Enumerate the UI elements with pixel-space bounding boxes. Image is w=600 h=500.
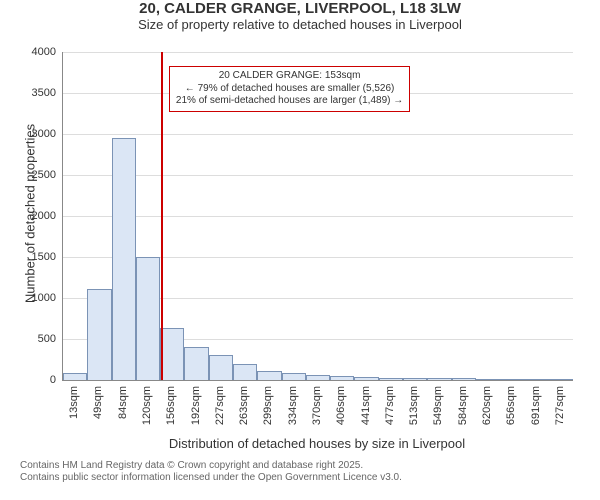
bar bbox=[476, 379, 500, 380]
x-tick: 656sqm bbox=[505, 386, 517, 425]
x-tick: 477sqm bbox=[384, 386, 396, 425]
x-tick: 513sqm bbox=[408, 386, 420, 425]
y-tick: 2000 bbox=[0, 210, 56, 222]
x-tick: 13sqm bbox=[68, 386, 80, 419]
bar bbox=[452, 378, 476, 380]
bar bbox=[330, 376, 354, 380]
y-tick: 500 bbox=[0, 333, 56, 345]
bar bbox=[160, 328, 184, 380]
x-tick: 192sqm bbox=[190, 386, 202, 425]
x-tick: 156sqm bbox=[165, 386, 177, 425]
annotation-line-2: ← 79% of detached houses are smaller (5,… bbox=[176, 83, 403, 96]
annotation-line-3: 21% of semi-detached houses are larger (… bbox=[176, 95, 403, 108]
x-tick: 299sqm bbox=[262, 386, 274, 425]
bar bbox=[63, 373, 87, 380]
plot-area: 20 CALDER GRANGE: 153sqm ← 79% of detach… bbox=[62, 52, 573, 381]
footer-line-1: Contains HM Land Registry data © Crown c… bbox=[20, 460, 588, 472]
x-tick: 406sqm bbox=[335, 386, 347, 425]
property-size-chart: 20, CALDER GRANGE, LIVERPOOL, L18 3LW Si… bbox=[0, 0, 600, 500]
bar bbox=[500, 379, 524, 380]
reference-line bbox=[161, 52, 163, 380]
x-tick: 120sqm bbox=[141, 386, 153, 425]
bar bbox=[306, 375, 330, 380]
x-tick: 370sqm bbox=[311, 386, 323, 425]
bar bbox=[136, 257, 160, 380]
annotation-box: 20 CALDER GRANGE: 153sqm ← 79% of detach… bbox=[169, 66, 410, 112]
chart-title: 20, CALDER GRANGE, LIVERPOOL, L18 3LW bbox=[0, 0, 600, 17]
bar bbox=[233, 364, 257, 380]
x-tick: 441sqm bbox=[360, 386, 372, 425]
annotation-line-1: 20 CALDER GRANGE: 153sqm bbox=[176, 70, 403, 83]
y-tick: 1000 bbox=[0, 292, 56, 304]
y-tick: 0 bbox=[0, 374, 56, 386]
footer-line-2: Contains public sector information licen… bbox=[20, 472, 588, 484]
y-tick: 1500 bbox=[0, 251, 56, 263]
bar bbox=[354, 377, 378, 380]
bar bbox=[403, 378, 427, 380]
x-tick: 263sqm bbox=[238, 386, 250, 425]
bar bbox=[549, 379, 573, 380]
bar bbox=[427, 378, 451, 380]
x-tick: 334sqm bbox=[287, 386, 299, 425]
bar bbox=[379, 378, 403, 380]
bar bbox=[257, 371, 281, 380]
x-tick: 84sqm bbox=[117, 386, 129, 419]
bar bbox=[112, 138, 136, 380]
x-tick: 49sqm bbox=[92, 386, 104, 419]
x-tick: 584sqm bbox=[457, 386, 469, 425]
bar bbox=[87, 289, 111, 380]
bar bbox=[524, 379, 548, 380]
y-tick: 2500 bbox=[0, 169, 56, 181]
x-tick: 727sqm bbox=[554, 386, 566, 425]
y-tick: 4000 bbox=[0, 46, 56, 58]
y-tick: 3500 bbox=[0, 87, 56, 99]
x-tick: 620sqm bbox=[481, 386, 493, 425]
bar bbox=[209, 355, 233, 380]
x-tick: 549sqm bbox=[432, 386, 444, 425]
chart-footer: Contains HM Land Registry data © Crown c… bbox=[20, 460, 588, 484]
x-tick: 691sqm bbox=[530, 386, 542, 425]
chart-subtitle: Size of property relative to detached ho… bbox=[0, 17, 600, 32]
x-axis-label: Distribution of detached houses by size … bbox=[62, 436, 572, 451]
bar bbox=[282, 373, 306, 380]
x-tick: 227sqm bbox=[214, 386, 226, 425]
y-tick: 3000 bbox=[0, 128, 56, 140]
bar bbox=[184, 347, 208, 380]
